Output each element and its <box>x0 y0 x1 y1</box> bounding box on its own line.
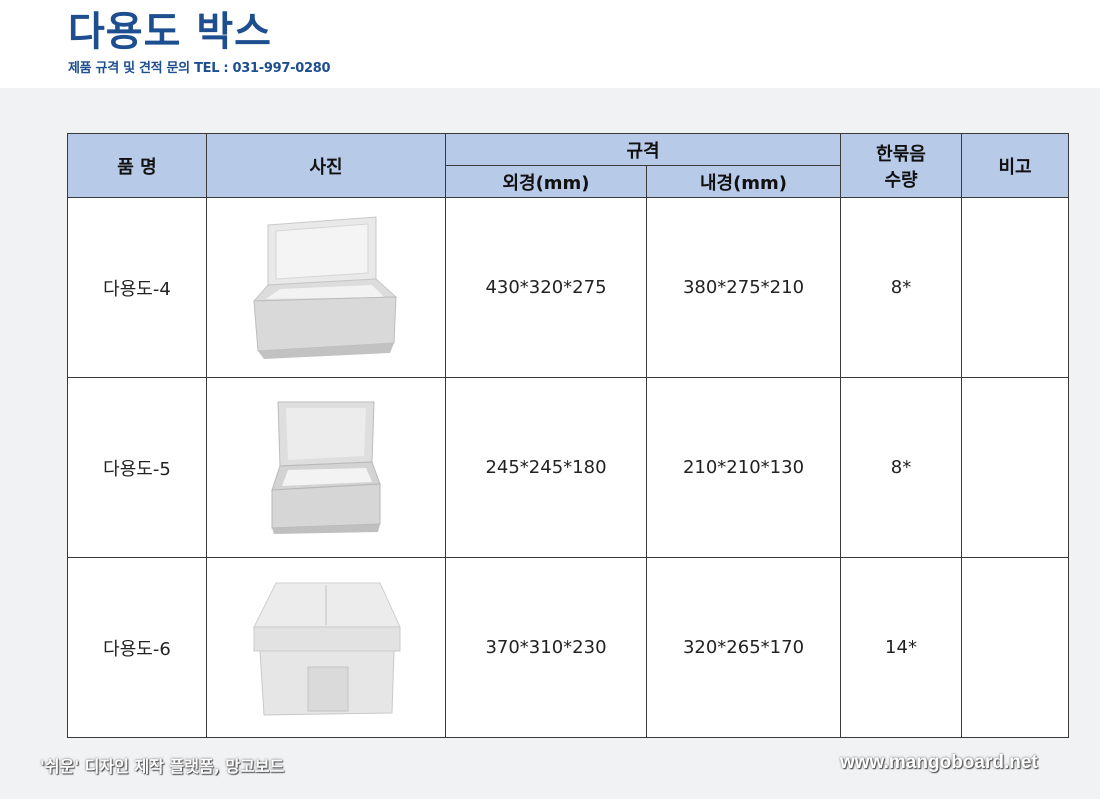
product-photo <box>206 557 446 738</box>
product-photo <box>206 197 446 378</box>
note <box>961 377 1069 558</box>
footer-website: www.mangoboard.net <box>840 752 1038 773</box>
page-header: 다용도 박스 제품 규격 및 견적 문의 TEL : 031-997-0280 <box>0 0 1100 88</box>
inner-size: 380*275*210 <box>646 197 841 378</box>
bundle-qty: 8* <box>840 377 962 558</box>
foam-box-open-lid-icon <box>271 401 381 534</box>
table-row: 다용도-6 370*310*230 320*265*170 14* <box>67 557 1069 738</box>
header-qty: 한묶음 수량 <box>840 133 962 198</box>
table-row: 다용도-4 430*320*275 380*275*210 8* <box>67 197 1069 378</box>
foam-box-closed-icon <box>253 582 401 716</box>
header-qty-line1: 한묶음 <box>876 143 926 165</box>
header-spec: 규격 <box>445 133 841 166</box>
inner-size: 320*265*170 <box>646 557 841 738</box>
product-name: 다용도-4 <box>67 197 207 378</box>
spec-table: 품 명 사진 규격 한묶음 수량 비고 외경(mm) 내경(mm) 다용도-4 … <box>67 133 1069 738</box>
product-photo <box>206 377 446 558</box>
outer-size: 245*245*180 <box>445 377 647 558</box>
product-name: 다용도-6 <box>67 557 207 738</box>
header-name: 품 명 <box>67 133 207 198</box>
bundle-qty: 14* <box>840 557 962 738</box>
header-inner: 내경(mm) <box>646 165 841 198</box>
product-name: 다용도-5 <box>67 377 207 558</box>
contact-subtitle: 제품 규격 및 견적 문의 TEL : 031-997-0280 <box>68 61 331 76</box>
header-outer: 외경(mm) <box>445 165 647 198</box>
page-title: 다용도 박스 <box>68 9 272 55</box>
table-row: 다용도-5 245*245*180 210*210*130 8* <box>67 377 1069 558</box>
outer-size: 430*320*275 <box>445 197 647 378</box>
header-photo: 사진 <box>206 133 446 198</box>
note <box>961 197 1069 378</box>
inner-size: 210*210*130 <box>646 377 841 558</box>
bundle-qty: 8* <box>840 197 962 378</box>
foam-box-open-lid-icon <box>252 215 398 359</box>
header-qty-line2: 수량 <box>884 169 918 191</box>
header-note: 비고 <box>961 133 1069 198</box>
outer-size: 370*310*230 <box>445 557 647 738</box>
note <box>961 557 1069 738</box>
footer-watermark-text: '쉬운' 디자인 제작 플랫폼, 망고보드 <box>40 757 285 776</box>
